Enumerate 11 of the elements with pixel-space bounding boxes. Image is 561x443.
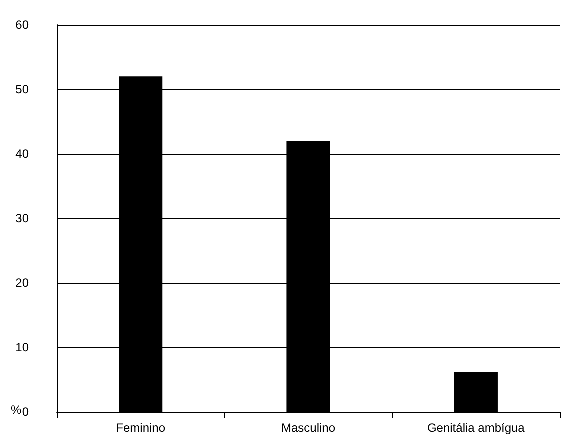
y-tick-label: 30 [16, 212, 30, 226]
y-tick-label: 10 [16, 340, 30, 354]
y-tick-label: 0 [22, 405, 30, 419]
y-tick-label: 50 [16, 82, 30, 96]
y-tick-label: 60 [16, 18, 30, 32]
x-tick-label: Genitália ambígua [427, 421, 526, 435]
y-tick-label: 40 [16, 147, 30, 161]
y-tick-label: 20 [16, 276, 30, 290]
y-axis-title: % [11, 403, 22, 417]
x-tick-label: Feminino [116, 421, 166, 435]
x-tick-label: Masculino [281, 421, 336, 435]
